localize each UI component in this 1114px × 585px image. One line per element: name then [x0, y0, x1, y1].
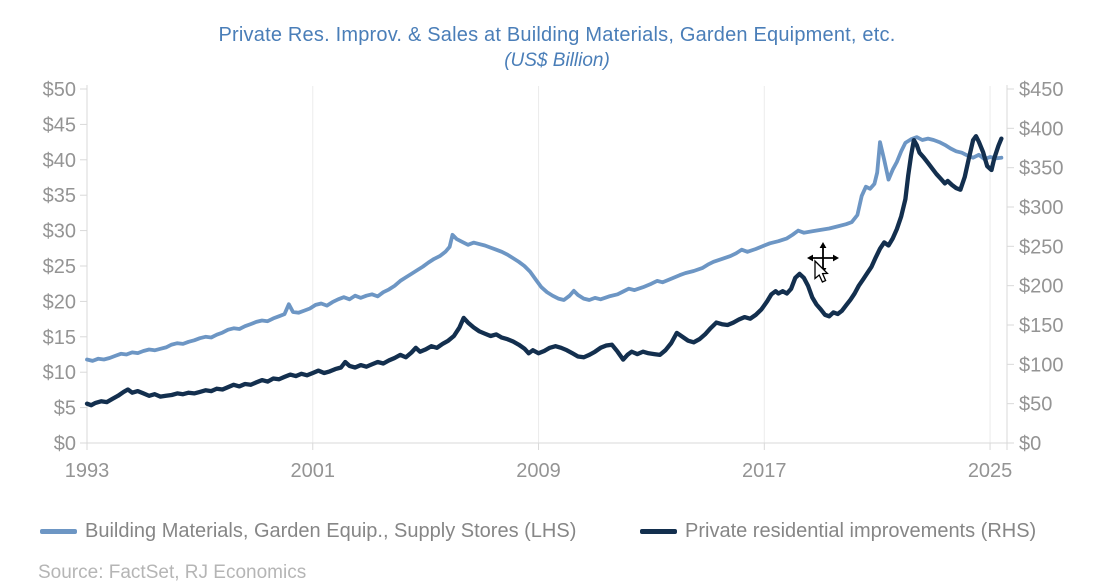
- x-axis-label: 2001: [291, 460, 336, 482]
- right-axis-label: $200: [1019, 276, 1064, 298]
- legend-label-lhs: Building Materials, Garden Equip., Suppl…: [85, 519, 577, 542]
- x-axis-label: 2025: [968, 460, 1013, 482]
- left-axis-label: $35: [43, 185, 76, 207]
- series-line-rhs[interactable]: [84, 134, 1004, 408]
- right-axis-label: $250: [1019, 236, 1064, 258]
- legend-item-private-res-improvements[interactable]: Private residential improvements (RHS): [640, 519, 1036, 543]
- x-axis-label: 1993: [65, 460, 110, 482]
- right-axis-label: $350: [1019, 158, 1064, 180]
- right-axis-label: $100: [1019, 354, 1064, 376]
- x-axis-label: 2017: [742, 460, 787, 482]
- chart-title: Private Res. Improv. & Sales at Building…: [218, 24, 896, 46]
- legend-item-building-materials[interactable]: Building Materials, Garden Equip., Suppl…: [40, 519, 576, 543]
- left-axis-label: $10: [43, 362, 76, 384]
- left-axis-label: $0: [54, 433, 76, 455]
- right-axis-label: $150: [1019, 315, 1064, 337]
- left-axis-label: $30: [43, 221, 76, 243]
- series-line-lhs[interactable]: [85, 135, 1004, 363]
- legend-swatch-lhs: [40, 528, 77, 534]
- left-axis-label: $15: [43, 327, 76, 349]
- right-axis-label: $300: [1019, 197, 1064, 219]
- left-axis-label: $5: [54, 398, 76, 420]
- left-axis-label: $45: [43, 114, 76, 136]
- left-axis-label: $20: [43, 291, 76, 313]
- chart-subtitle: (US$ Billion): [504, 50, 610, 71]
- left-axis-label: $50: [43, 79, 76, 101]
- right-axis-label: $50: [1019, 394, 1052, 416]
- right-axis-label: $0: [1019, 433, 1041, 455]
- x-axis-label: 2009: [516, 460, 561, 482]
- legend-label-rhs: Private residential improvements (RHS): [685, 519, 1037, 542]
- legend-swatch-rhs: [640, 528, 677, 534]
- left-axis-label: $40: [43, 150, 76, 172]
- right-axis-label: $400: [1019, 118, 1064, 140]
- right-axis-label: $450: [1019, 79, 1064, 101]
- source-note: Source: FactSet, RJ Economics: [38, 562, 307, 583]
- left-axis-label: $25: [43, 256, 76, 278]
